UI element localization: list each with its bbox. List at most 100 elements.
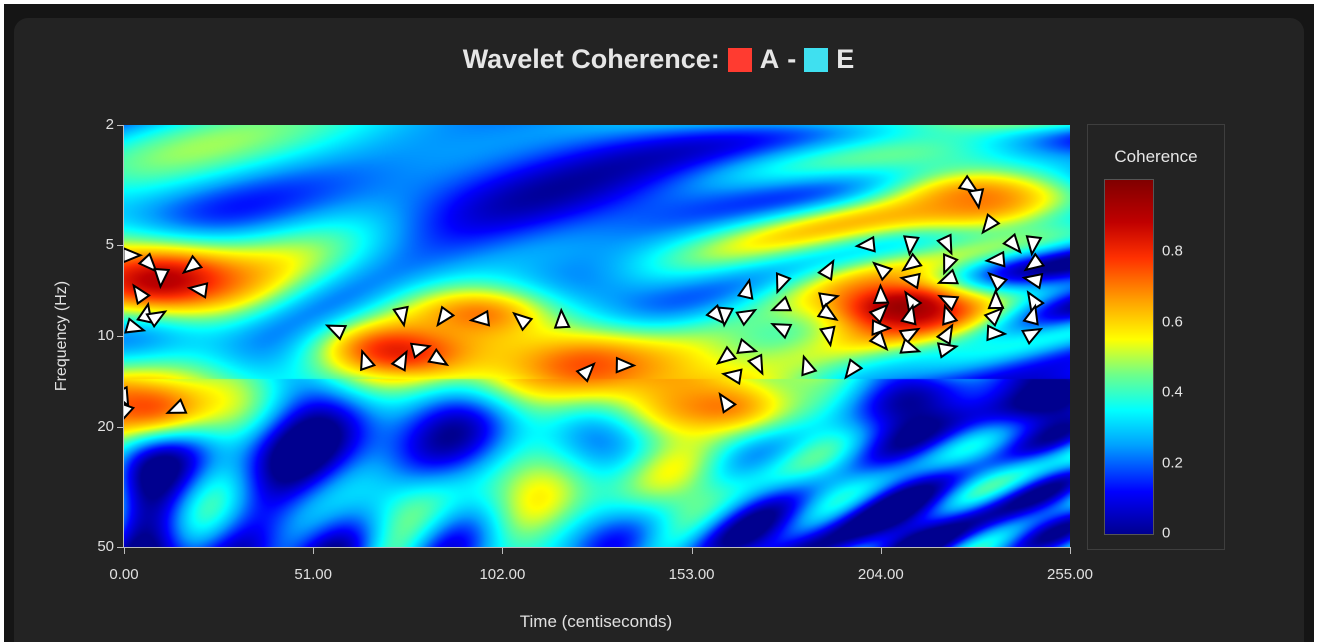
phase-arrow (468, 309, 491, 327)
phase-arrow (718, 392, 738, 414)
y-tick-mark (117, 245, 123, 247)
phase-arrow (901, 252, 923, 272)
phase-arrow (124, 401, 136, 424)
y-tick-label: 10 (97, 327, 114, 344)
y-tick-mark (117, 125, 123, 126)
x-tick-mark (1070, 548, 1071, 554)
phase-arrow (324, 324, 348, 341)
phase-arrow (390, 349, 408, 372)
phase-arrow (715, 345, 738, 365)
phase-arrow (936, 268, 960, 285)
phase-arrow (935, 323, 954, 346)
phase-arrow (124, 247, 144, 264)
phase-arrows (124, 174, 1046, 424)
phase-arrow (392, 305, 409, 328)
phase-arrow (854, 235, 876, 253)
phase-arrow (899, 272, 921, 290)
y-axis-line (123, 125, 124, 548)
phase-arrow (775, 272, 792, 295)
x-tick-label: 102.00 (479, 566, 526, 583)
series-a-swatch (727, 47, 752, 72)
phase-arrow (868, 303, 890, 324)
phase-arrow (987, 271, 1009, 292)
title-separator: - (787, 44, 797, 74)
phase-arrow (904, 290, 923, 313)
x-tick-mark (502, 548, 504, 554)
phase-arrow (124, 317, 147, 334)
phase-arrow (983, 306, 1005, 328)
colorbar-tick-label: 0.6 (1162, 313, 1183, 331)
y-tick-label: 2 (105, 116, 114, 133)
phase-arrow (957, 174, 980, 194)
colorbar-gradient (1104, 179, 1154, 535)
phase-arrow (1002, 232, 1022, 255)
x-tick-label: 255.00 (1047, 566, 1093, 583)
phase-arrow (1026, 290, 1045, 313)
x-tick-label: 0.00 (109, 566, 139, 583)
title-prefix: Wavelet Coherence: (462, 44, 720, 74)
phase-arrow (512, 311, 534, 332)
phase-arrow (816, 302, 839, 322)
title-series-a: A (759, 44, 780, 74)
phase-arrow (1020, 327, 1044, 346)
phase-arrow (817, 258, 835, 282)
phase-arrow (818, 292, 841, 309)
heatmap-plot-area[interactable] (124, 125, 1070, 547)
phase-arrow (186, 282, 209, 299)
phase-arrow (770, 322, 793, 340)
phase-arrow (987, 288, 1005, 310)
phase-arrow (137, 252, 158, 274)
phase-arrow (735, 308, 758, 327)
phase-arrow (145, 310, 168, 329)
phase-arrow (844, 358, 864, 380)
x-tick-mark (124, 548, 125, 554)
phase-arrow (717, 306, 735, 328)
phase-arrow (165, 398, 188, 414)
y-tick-label: 50 (97, 538, 114, 555)
x-tick-label: 51.00 (294, 566, 332, 583)
x-tick-mark (880, 548, 882, 554)
phase-arrow (936, 342, 959, 359)
series-b-swatch (804, 47, 829, 72)
phase-arrow (981, 213, 1001, 235)
phase-arrow (360, 348, 377, 372)
phase-arrow (1023, 252, 1046, 272)
phase-arrow (436, 305, 456, 328)
phase-arrow (132, 283, 151, 306)
x-axis-line (123, 547, 1071, 548)
phase-arrow (872, 283, 890, 305)
colorbar-tick-label: 0 (1162, 524, 1171, 542)
y-tick-label: 20 (97, 417, 114, 435)
phase-arrow (427, 347, 450, 367)
phase-arrow (615, 356, 637, 374)
phase-arrow (936, 233, 953, 256)
phase-arrow (937, 294, 960, 312)
x-tick-mark (313, 548, 315, 554)
x-axis-title: Time (centiseconds) (519, 612, 673, 631)
phase-arrow (902, 235, 920, 257)
phase-arrow (553, 307, 571, 329)
phase-arrow (967, 188, 985, 210)
phase-arrow (746, 353, 764, 376)
y-tick-mark (117, 547, 123, 548)
colorbar-tick-label: 0.2 (1162, 454, 1183, 472)
phase-arrow (818, 325, 836, 348)
title-series-b: E (836, 44, 855, 74)
phase-arrow (942, 303, 959, 326)
phase-arrow (872, 261, 894, 282)
colorbar-title: Coherence (1114, 147, 1198, 166)
x-tick-label: 153.00 (668, 566, 715, 583)
phase-arrow (986, 324, 1008, 342)
phase-arrow (409, 342, 433, 360)
phase-arrow (1021, 272, 1044, 290)
phase-arrow (736, 277, 754, 300)
phase-arrow (943, 253, 959, 276)
phase-arrow (1022, 303, 1039, 326)
phase-arrow (900, 303, 917, 326)
phase-arrow (720, 368, 743, 386)
y-axis-title: Frequency (Hz) (53, 280, 70, 392)
x-tick-label: 204.00 (857, 566, 904, 583)
phase-arrow (1025, 235, 1043, 257)
phase-arrow (575, 362, 596, 383)
phase-arrow (181, 254, 204, 275)
